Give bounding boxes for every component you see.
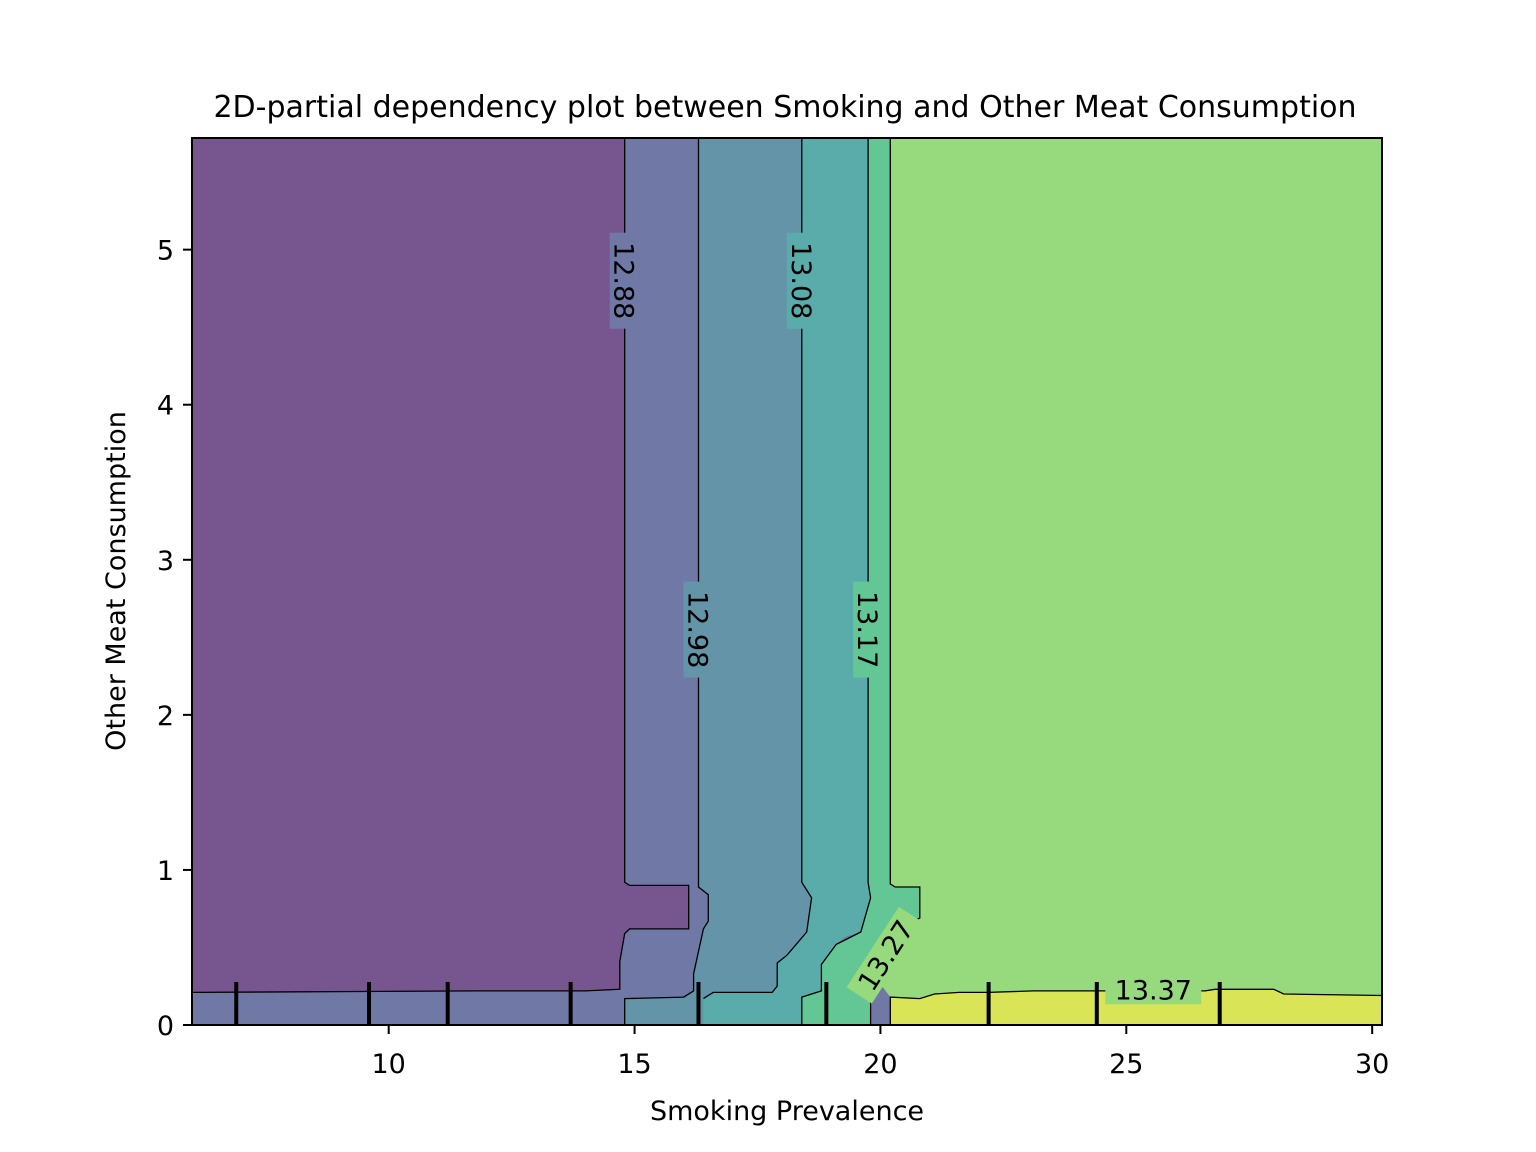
contour-region-4 [703, 138, 871, 1025]
x-tick-label-1: 15 [617, 1049, 651, 1080]
contour-label-2: 12.98 [682, 581, 714, 678]
contour-label-3: 13.17 [851, 581, 884, 678]
y-tick-label-5: 5 [157, 236, 174, 267]
contour-label-text-3: 13.17 [851, 591, 882, 668]
plot-frame [191, 137, 1383, 1026]
contour-label-gap-1 [786, 232, 817, 329]
contour-region-1 [192, 138, 689, 993]
y-tick-label-0: 0 [157, 1011, 174, 1042]
contour-label-text-5: 13.37 [1115, 975, 1192, 1006]
contour-label-text-2: 12.98 [682, 591, 713, 668]
contour-region-7 [890, 989, 1382, 1025]
contour-label-gap-3 [853, 581, 884, 678]
chart-title: 2D-partial dependency plot between Smoki… [213, 90, 1356, 125]
contour-regions [192, 138, 1382, 1025]
contour-label-gap-4 [846, 906, 925, 1004]
x-tick-label-4: 30 [1355, 1049, 1389, 1080]
x-axis-label: Smoking Prevalence [650, 1096, 924, 1127]
contour-label-1: 13.08 [785, 232, 817, 329]
contour-line-5 [889, 988, 1383, 1025]
contour-label-5: 13.37 [1105, 974, 1202, 1006]
x-tick-label-0: 10 [372, 1049, 406, 1080]
contour-line-3 [801, 138, 872, 1025]
x-axis: 10 15 20 25 30 [372, 1025, 1389, 1080]
y-tick-label-4: 4 [157, 391, 174, 422]
contour-label-gap-2 [683, 581, 714, 678]
contour-label-text-0: 12.88 [608, 242, 639, 319]
contour-region-2 [624, 138, 812, 1025]
x-tick-label-2: 20 [863, 1049, 897, 1080]
y-tick-label-1: 1 [157, 856, 174, 887]
y-tick-label-2: 2 [157, 701, 174, 732]
x-tick-label-3: 25 [1109, 1049, 1143, 1080]
y-axis-label: Other Meat Consumption [101, 411, 132, 751]
contour-line-2 [703, 138, 813, 1000]
contour-region-6 [870, 138, 1382, 999]
contour-label-0: 12.88 [608, 232, 640, 329]
contour-label-gap-0 [609, 232, 640, 329]
contour-line-0 [191, 138, 690, 994]
contour-label-text-1: 13.08 [785, 242, 816, 319]
y-tick-label-3: 3 [157, 546, 174, 577]
contour-label-gap-5 [1105, 974, 1202, 1005]
rug-marks [234, 982, 1222, 1025]
y-axis: 0 1 2 3 4 5 [157, 236, 192, 1042]
contour-line-1 [624, 138, 709, 1025]
